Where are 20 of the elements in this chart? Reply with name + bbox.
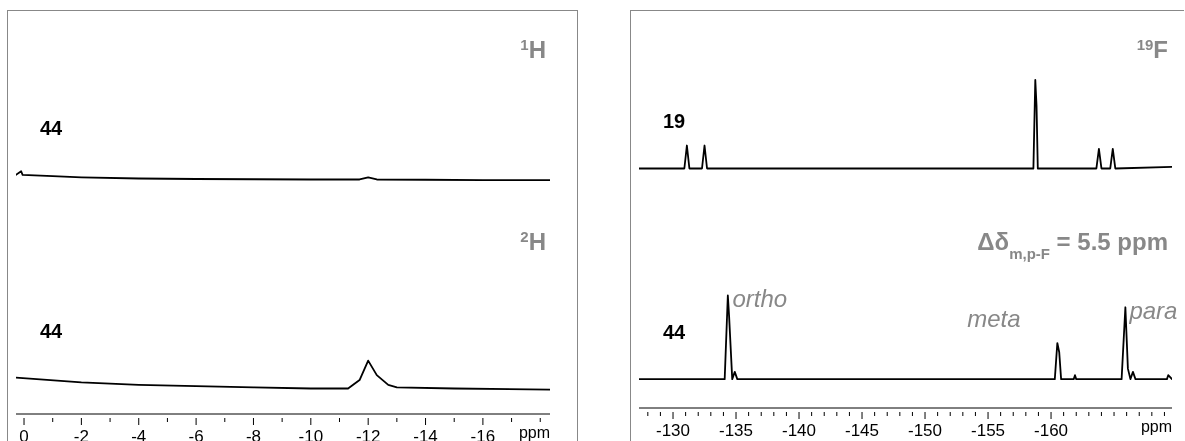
x-tick-label: -135 <box>719 421 754 440</box>
annotation: $^{2}$H <box>520 227 546 255</box>
x-tick-label: -150 <box>908 421 943 440</box>
annotation: ortho <box>732 285 788 313</box>
annotation: para <box>1128 297 1178 325</box>
x-tick-label: -155 <box>971 421 1006 440</box>
x-tick-label: -145 <box>845 421 880 440</box>
text: $^{19}$F <box>1136 35 1168 63</box>
series-label: 44 <box>40 116 64 139</box>
series-label: 44 <box>40 319 64 342</box>
x-tick-label: -160 <box>1034 421 1069 440</box>
annotation: Δδ$_{m,p-F}$ = 5.5 ppm <box>977 228 1168 262</box>
annotation: meta <box>967 305 1021 333</box>
series-label: 19 <box>663 110 686 133</box>
x-tick-label: -130 <box>656 421 691 440</box>
x-tick-label: -140 <box>782 421 817 440</box>
x-axis-title: ppm <box>518 424 550 441</box>
x-axis-title: ppm <box>1140 418 1172 435</box>
text: $^{1}$H <box>520 35 546 63</box>
series-label: 44 <box>663 321 687 344</box>
